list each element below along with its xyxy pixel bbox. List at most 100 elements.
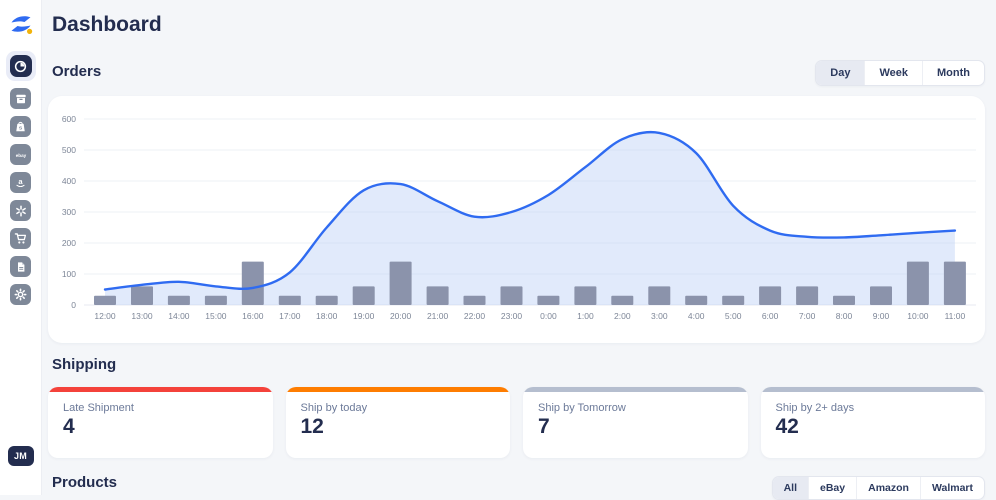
card-accent-bar [48, 387, 273, 392]
sidebar: S ebay a [0, 0, 42, 495]
card-label: Late Shipment [63, 402, 134, 414]
card-label: Ship by Tomorrow [538, 402, 626, 414]
x-tick-label: 23:00 [501, 311, 523, 321]
shipping-cards: Late Shipment 4 Ship by today 12 Ship by… [48, 387, 985, 458]
sidebar-item-ebay[interactable]: ebay [10, 144, 31, 165]
package-box-icon [15, 94, 26, 103]
orders-bar [943, 261, 966, 305]
orders-bar [204, 295, 227, 305]
x-tick-label: 15:00 [205, 311, 227, 321]
products-tabs: All eBay Amazon Walmart [771, 476, 985, 500]
x-tick-label: 16:00 [242, 311, 264, 321]
products-heading: Products [52, 474, 118, 491]
orders-bar [648, 286, 671, 305]
shopify-bag-icon: S [16, 121, 25, 132]
orders-bar [722, 295, 745, 305]
orders-bar [685, 295, 708, 305]
x-tick-label: 12:00 [94, 311, 116, 321]
orders-range-tabs: Day Week Month [815, 60, 985, 86]
orders-bar [426, 286, 449, 305]
x-tick-label: 6:00 [762, 311, 779, 321]
sidebar-item-walmart[interactable] [10, 200, 31, 221]
sidebar-item-shopify[interactable]: S [10, 116, 31, 137]
orders-bar [870, 286, 892, 305]
orders-bar [131, 286, 153, 305]
orders-bar [278, 295, 301, 305]
orders-bar [463, 295, 486, 305]
orders-trend-line [103, 130, 957, 291]
x-tick-label: 4:00 [688, 311, 705, 321]
document-icon [17, 261, 24, 272]
orders-chart-card: 0 100 200 300 400 500 600 12:00 13:00 14:00 15:00 1… [48, 96, 985, 343]
tab-amazon[interactable]: Amazon [856, 477, 920, 499]
orders-bar [389, 261, 412, 305]
page-title: Dashboard [52, 13, 162, 36]
tab-day[interactable]: Day [816, 61, 865, 85]
gear-icon [14, 288, 27, 301]
orders-bar [500, 286, 523, 305]
card-accent-bar [760, 387, 985, 392]
x-tick-label: 11:00 [945, 311, 966, 321]
app-logo-icon[interactable] [7, 10, 35, 38]
x-tick-label: 1:00 [577, 311, 594, 321]
sidebar-item-settings[interactable] [10, 284, 31, 305]
card-accent-bar [523, 387, 748, 392]
orders-bar [94, 295, 116, 305]
x-tick-label: 10:00 [907, 311, 929, 321]
card-label: Ship by today [300, 402, 368, 414]
x-tick-label: 13:00 [131, 311, 153, 321]
sidebar-item-dashboard[interactable] [5, 51, 36, 81]
x-tick-label: 5:00 [725, 311, 742, 321]
tab-ebay[interactable]: eBay [808, 477, 856, 499]
x-tick-label: 20:00 [390, 311, 412, 321]
card-label: Ship by 2+ days [775, 402, 855, 414]
orders-bar [833, 295, 855, 305]
orders-chart[interactable]: 0 100 200 300 400 500 600 12:00 13:00 14:00 15:00 1… [48, 96, 985, 343]
y-tick-label: 0 [71, 300, 76, 310]
tab-week[interactable]: Week [864, 61, 922, 85]
svg-text:S: S [19, 126, 23, 132]
walmart-spark-icon [15, 205, 26, 216]
sidebar-item-documents[interactable] [10, 256, 31, 277]
y-tick-label: 500 [62, 145, 76, 155]
card-value: 7 [538, 415, 550, 438]
x-tick-label: 0:00 [540, 311, 557, 321]
orders-bar [906, 261, 929, 305]
card-ship-tomorrow[interactable]: Ship by Tomorrow 7 [523, 387, 748, 458]
x-tick-label: 3:00 [651, 311, 668, 321]
sidebar-item-amazon[interactable]: a [10, 172, 31, 193]
x-tick-label: 14:00 [168, 311, 190, 321]
shopping-cart-icon [14, 233, 27, 244]
orders-bar [352, 286, 375, 305]
user-avatar[interactable]: JM [7, 446, 34, 466]
sidebar-item-cart[interactable] [10, 228, 31, 249]
tab-all[interactable]: All [772, 477, 808, 499]
card-value: 42 [775, 415, 799, 438]
y-tick-label: 600 [62, 114, 76, 124]
svg-text:ebay: ebay [15, 153, 26, 158]
orders-bar [574, 286, 597, 305]
orders-bar [796, 286, 819, 305]
y-tick-label: 300 [62, 207, 76, 217]
y-tick-label: 100 [62, 269, 76, 279]
card-value: 4 [63, 415, 75, 438]
ebay-icon: ebay [15, 153, 26, 158]
orders-bar [241, 261, 264, 305]
sidebar-item-inventory[interactable] [10, 88, 31, 109]
orders-heading: Orders [52, 63, 102, 80]
x-tick-label: 21:00 [427, 311, 449, 321]
card-ship-2plus-days[interactable]: Ship by 2+ days 42 [760, 387, 985, 458]
shipping-heading: Shipping [52, 356, 117, 373]
card-ship-today[interactable]: Ship by today 12 [285, 387, 510, 458]
y-tick-label: 400 [62, 176, 76, 186]
x-tick-label: 9:00 [873, 311, 890, 321]
x-tick-label: 18:00 [316, 311, 338, 321]
x-tick-label: 2:00 [614, 311, 631, 321]
x-tick-label: 7:00 [799, 311, 816, 321]
orders-bar [759, 286, 782, 305]
tab-walmart[interactable]: Walmart [919, 477, 984, 499]
x-tick-label: 8:00 [836, 311, 853, 321]
orders-bar [167, 295, 190, 305]
tab-month[interactable]: Month [922, 61, 984, 85]
card-late-shipment[interactable]: Late Shipment 4 [48, 387, 273, 458]
